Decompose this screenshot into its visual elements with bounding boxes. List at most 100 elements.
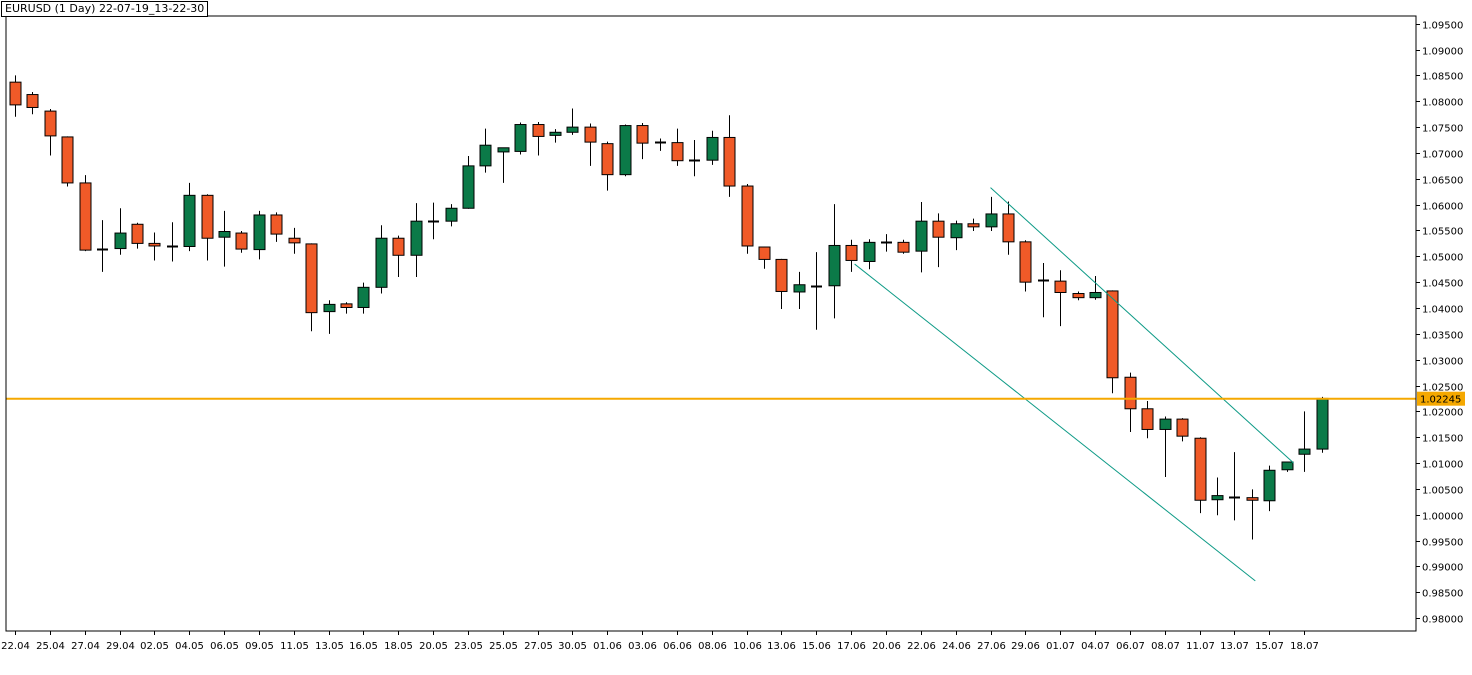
y-tick-label: 1.01000 xyxy=(1422,460,1463,471)
candle-body-bull xyxy=(114,232,127,250)
x-tick-label: 15.07 xyxy=(1255,641,1284,652)
candle-body-bull xyxy=(863,241,876,262)
y-tick-label: 1.09500 xyxy=(1422,21,1463,32)
candle-7 xyxy=(131,222,144,249)
y-tick-label: 1.06500 xyxy=(1422,176,1463,187)
candle-34 xyxy=(601,141,614,191)
x-tick-label: 22.06 xyxy=(907,641,936,652)
candle-17 xyxy=(305,243,318,332)
y-tick-label: 1.00000 xyxy=(1422,512,1463,523)
x-tick-label: 30.05 xyxy=(558,641,587,652)
y-tick-label: 1.09000 xyxy=(1422,47,1463,58)
candle-body-bull xyxy=(950,223,963,239)
x-tick-label: 04.05 xyxy=(175,641,204,652)
candle-72 xyxy=(1263,465,1276,512)
candle-body-bull xyxy=(1089,291,1102,299)
candle-8 xyxy=(148,232,161,261)
candle-body-bull xyxy=(375,237,388,288)
x-tick-label: 06.07 xyxy=(1116,641,1145,652)
candle-body-bear xyxy=(601,143,614,176)
x-tick-label: 16.05 xyxy=(349,641,378,652)
candle-body-bear xyxy=(1176,418,1189,437)
candle-body-bull xyxy=(479,144,492,167)
chart-title: EURUSD (1 Day) 22-07-19_13-22-30 xyxy=(1,1,209,17)
candle-body-bull xyxy=(218,231,231,238)
candle-12 xyxy=(218,210,231,267)
candle-body-bear xyxy=(671,142,684,162)
candle-25 xyxy=(445,204,458,227)
candle-49 xyxy=(863,239,876,270)
candle-10 xyxy=(183,182,196,252)
candle-body-bull xyxy=(1263,469,1276,502)
candle-14 xyxy=(253,210,266,260)
candle-5 xyxy=(97,220,108,272)
candle-body-bull xyxy=(357,286,370,308)
candle-body-bull xyxy=(462,165,475,209)
candle-body-bear xyxy=(270,214,283,235)
candle-27 xyxy=(479,128,492,173)
y-tick-label: 1.08000 xyxy=(1422,98,1463,109)
candle-body-bull xyxy=(514,124,527,152)
candle-50 xyxy=(881,234,892,252)
candle-75 xyxy=(1316,396,1329,453)
x-tick-label: 27.05 xyxy=(524,641,553,652)
candle-body-bull xyxy=(549,131,562,136)
candle-body-bull xyxy=(566,126,579,133)
candle-19 xyxy=(340,302,353,314)
candle-24 xyxy=(428,202,439,240)
candle-body-bull xyxy=(1211,495,1224,501)
candle-45 xyxy=(793,271,806,310)
x-tick-label: 29.04 xyxy=(106,641,135,652)
candle-48 xyxy=(845,239,858,272)
x-tick-label: 11.07 xyxy=(1186,641,1215,652)
x-tick-label: 27.06 xyxy=(977,641,1006,652)
x-tick-label: 01.06 xyxy=(593,641,622,652)
candle-body-bull xyxy=(1316,397,1329,450)
candle-9 xyxy=(167,222,178,262)
candle-59 xyxy=(1038,263,1049,318)
candle-63 xyxy=(1106,290,1119,394)
x-tick-label: 27.04 xyxy=(71,641,100,652)
candle-body-bear xyxy=(148,242,161,247)
trendline-1 xyxy=(854,263,1256,582)
candle-body-bear xyxy=(758,246,771,260)
price-tag: 1.02245 xyxy=(1417,391,1465,406)
candle-32 xyxy=(566,108,579,135)
y-tick-label: 1.06000 xyxy=(1422,202,1463,213)
candle-body-bear xyxy=(61,136,74,184)
candle-body-bear xyxy=(288,237,301,244)
y-tick-label: 0.98500 xyxy=(1422,589,1463,600)
candle-40 xyxy=(706,130,719,165)
x-tick-label: 25.04 xyxy=(36,641,65,652)
plot-area-border xyxy=(5,15,1417,632)
candle-60 xyxy=(1054,270,1067,327)
overlay-lines-layer xyxy=(6,187,1416,582)
candle-body-bear xyxy=(1072,293,1085,299)
candle-68 xyxy=(1194,437,1207,514)
x-tick-label: 13.06 xyxy=(767,641,796,652)
candle-41 xyxy=(723,115,736,197)
candle-3 xyxy=(61,136,74,187)
candle-body-bull xyxy=(445,207,458,222)
candle-body-bull xyxy=(793,284,806,293)
candle-body-bull xyxy=(253,214,266,251)
x-tick-label: 02.05 xyxy=(140,641,169,652)
candle-body-bear xyxy=(26,94,39,108)
candle-body-bear xyxy=(1124,376,1137,410)
x-tick-label: 17.06 xyxy=(837,641,866,652)
candle-body-bull xyxy=(497,147,510,153)
candle-28 xyxy=(497,147,510,183)
x-tick-label: 09.05 xyxy=(245,641,274,652)
candle-73 xyxy=(1281,461,1294,472)
x-tick-label: 03.06 xyxy=(628,641,657,652)
candle-body-bear xyxy=(584,126,597,143)
candle-58 xyxy=(1019,240,1032,292)
candle-body-bear xyxy=(932,220,945,238)
candle-body-bear xyxy=(9,81,22,106)
candle-66 xyxy=(1159,416,1172,477)
candle-11 xyxy=(201,194,214,261)
candle-65 xyxy=(1141,401,1154,439)
x-tick-label: 10.06 xyxy=(733,641,762,652)
x-tick-label: 08.07 xyxy=(1151,641,1180,652)
